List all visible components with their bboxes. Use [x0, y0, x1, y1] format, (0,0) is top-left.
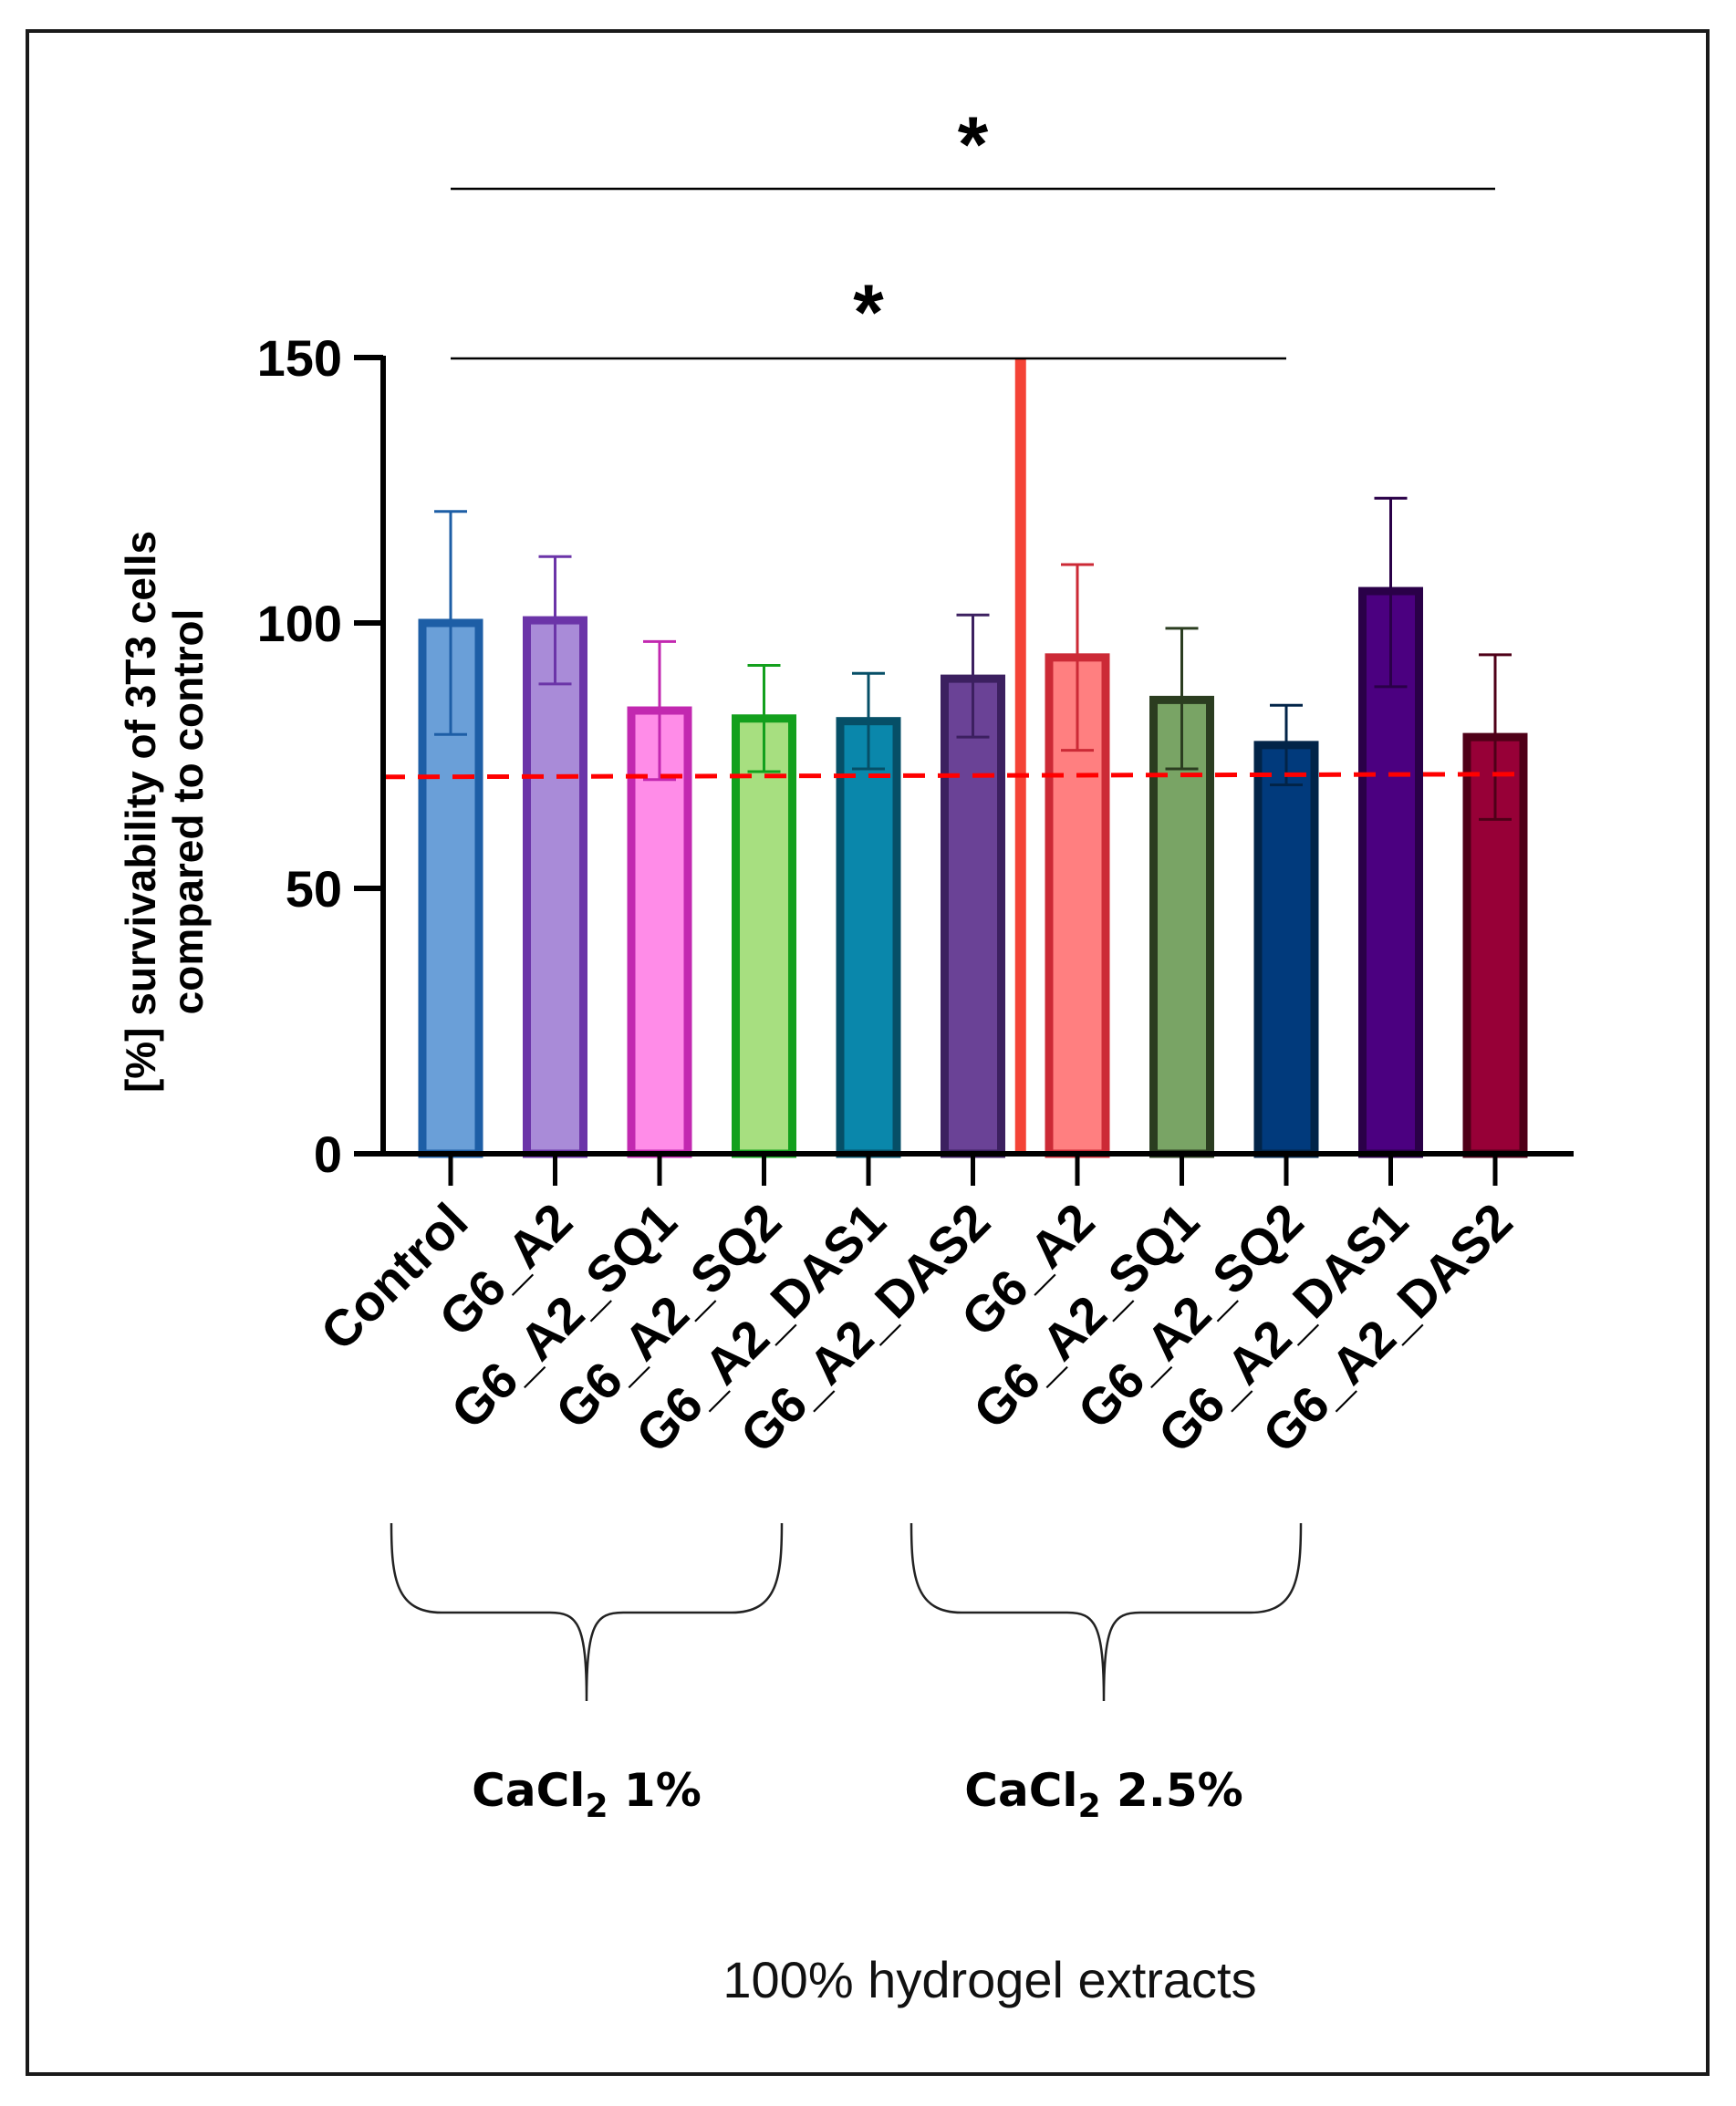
- group-label-2: CaCl2 2.5%: [964, 1764, 1242, 1825]
- group-brace-2: [910, 1522, 1303, 1702]
- bar-9: [1253, 741, 1319, 1158]
- y-axis-title-line2: compared to control: [164, 609, 212, 1015]
- bar-6: [941, 674, 1005, 1158]
- bar-5: [836, 717, 901, 1158]
- y-tick-label-0: 0: [314, 1126, 342, 1183]
- group-label-1: CaCl2 1%: [472, 1764, 702, 1825]
- bar-2: [523, 616, 587, 1158]
- y-tick-label-50: 50: [286, 860, 342, 918]
- significance-star-1: *: [958, 101, 989, 189]
- y-axis-title-line1: [%] survivability of 3T3 cells: [117, 531, 164, 1093]
- reference-dashed-line: [382, 772, 1523, 780]
- bar-4: [732, 714, 796, 1158]
- x-axis-title: 100% hydrogel extracts: [722, 1951, 1256, 2008]
- y-tick-label-100: 100: [257, 595, 342, 652]
- significance-star-2: *: [853, 269, 884, 357]
- x-tick-label-1: Control: [309, 1192, 478, 1361]
- group-separator-line: [1014, 358, 1026, 1154]
- y-tick-label-150: 150: [257, 329, 342, 387]
- bar-7: [1045, 653, 1110, 1158]
- group-brace-1: [390, 1522, 784, 1702]
